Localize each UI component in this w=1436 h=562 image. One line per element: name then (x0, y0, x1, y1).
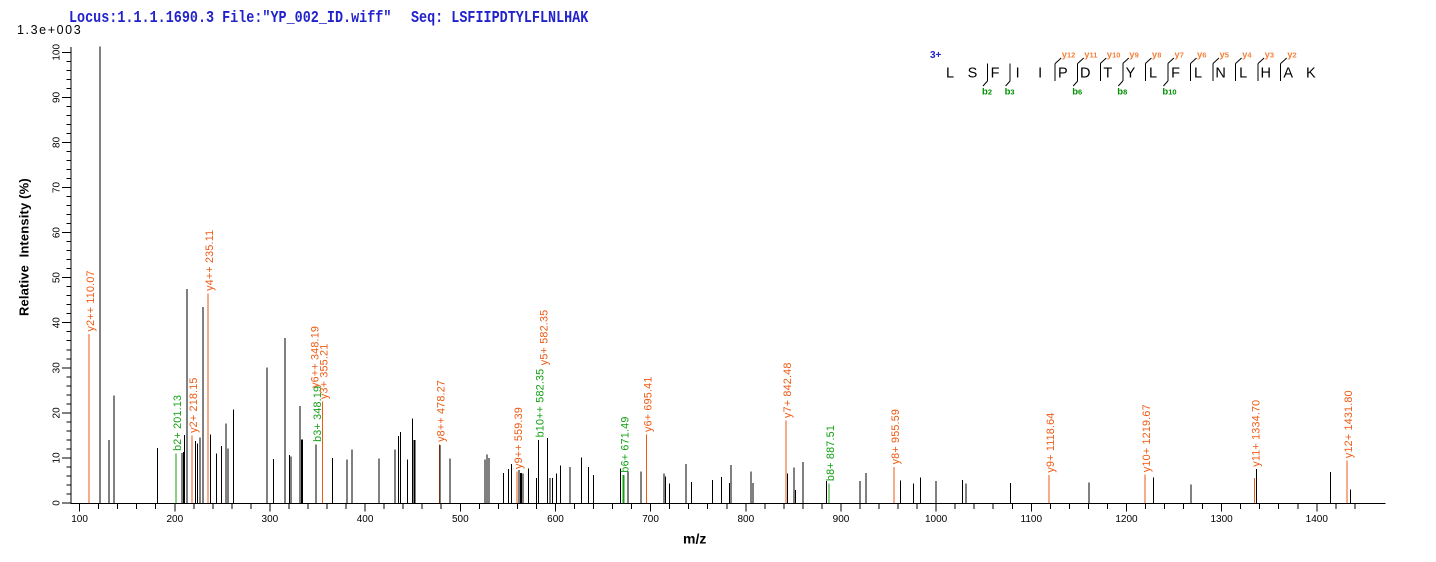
svg-text:b8+ 887.51: b8+ 887.51 (825, 425, 837, 481)
svg-text:600: 600 (547, 514, 564, 525)
svg-text:y4: y4 (1242, 50, 1252, 61)
svg-text:1000: 1000 (925, 514, 948, 525)
svg-text:y10+ 1219.67: y10+ 1219.67 (1141, 404, 1153, 472)
svg-text:b2: b2 (982, 87, 992, 98)
svg-text:N: N (1215, 66, 1225, 82)
svg-text:y6++ 348.19: y6++ 348.19 (309, 326, 321, 388)
svg-text:400: 400 (357, 514, 374, 525)
svg-text:y3: y3 (1265, 50, 1274, 61)
svg-text:y6: y6 (1197, 50, 1206, 61)
svg-text:y10: y10 (1107, 50, 1121, 61)
svg-text:y9+ 1118.64: y9+ 1118.64 (1045, 413, 1057, 473)
svg-text:b6: b6 (1072, 87, 1082, 98)
svg-text:20: 20 (52, 407, 63, 419)
svg-text:100: 100 (52, 44, 63, 61)
svg-text:b2+ 201.13: b2+ 201.13 (172, 395, 184, 451)
svg-text:b6+ 671.49: b6+ 671.49 (620, 416, 632, 472)
svg-text:b8: b8 (1117, 87, 1127, 98)
svg-text:y6+ 695.41: y6+ 695.41 (642, 377, 654, 433)
svg-text:L: L (946, 66, 954, 82)
svg-text:L: L (1239, 66, 1247, 82)
svg-text:500: 500 (452, 514, 469, 525)
svg-text:70: 70 (52, 182, 63, 194)
svg-text:900: 900 (833, 514, 850, 525)
svg-text:y2++ 110.07: y2++ 110.07 (85, 270, 97, 331)
svg-text:1100: 1100 (1021, 514, 1043, 525)
svg-text:3+: 3+ (930, 50, 942, 61)
svg-text:y12+ 1431.80: y12+ 1431.80 (1343, 390, 1355, 458)
svg-text:200: 200 (166, 514, 183, 525)
svg-text:P: P (1058, 66, 1068, 82)
svg-text:40: 40 (52, 317, 63, 329)
svg-text:b10: b10 (1162, 87, 1176, 98)
svg-text:800: 800 (737, 514, 754, 525)
svg-text:300: 300 (262, 514, 279, 525)
svg-text:y4++ 235.11: y4++ 235.11 (204, 230, 216, 291)
svg-text:D: D (1080, 66, 1090, 82)
svg-text:y5+ 582.35: y5+ 582.35 (539, 310, 551, 366)
svg-text:1200: 1200 (1115, 514, 1138, 525)
svg-text:F: F (991, 66, 1000, 82)
svg-text:y5: y5 (1220, 50, 1229, 61)
svg-text:100: 100 (71, 514, 88, 525)
svg-text:m/z: m/z (683, 531, 706, 547)
svg-text:y9: y9 (1129, 50, 1138, 61)
svg-text:90: 90 (52, 91, 63, 103)
svg-text:I: I (1016, 66, 1020, 82)
svg-text:30: 30 (52, 362, 63, 374)
svg-text:50: 50 (52, 272, 63, 284)
svg-text:S: S (968, 66, 978, 82)
svg-text:b3: b3 (1005, 87, 1015, 98)
svg-text:y9++ 559.39: y9++ 559.39 (513, 407, 525, 469)
svg-text:L: L (1149, 66, 1157, 82)
svg-text:y7: y7 (1174, 50, 1183, 61)
svg-text:10: 10 (52, 452, 63, 464)
svg-text:y8: y8 (1152, 50, 1161, 61)
svg-text:y2: y2 (1287, 50, 1296, 61)
svg-text:y8++ 478.27: y8++ 478.27 (436, 380, 448, 442)
svg-text:y7+ 842.48: y7+ 842.48 (782, 363, 794, 419)
svg-text:700: 700 (642, 514, 659, 525)
svg-text:y11: y11 (1084, 50, 1097, 61)
svg-text:K: K (1306, 66, 1316, 82)
svg-text:b10++ 582.35: b10++ 582.35 (535, 369, 547, 438)
svg-text:y11+ 1334.70: y11+ 1334.70 (1251, 400, 1263, 467)
svg-text:y12: y12 (1062, 50, 1076, 61)
svg-text:H: H (1260, 66, 1270, 82)
svg-text:y3+ 355.21: y3+ 355.21 (319, 344, 331, 400)
svg-text:0: 0 (52, 500, 63, 506)
svg-text:Relative Intensity (%): Relative Intensity (%) (17, 178, 32, 316)
svg-text:b3+ 348.19: b3+ 348.19 (312, 386, 324, 442)
svg-text:I: I (1038, 66, 1042, 82)
svg-text:60: 60 (52, 227, 63, 239)
svg-text:80: 80 (52, 136, 63, 148)
svg-text:1400: 1400 (1306, 514, 1329, 525)
svg-text:y2+ 218.15: y2+ 218.15 (188, 377, 200, 433)
svg-text:F: F (1171, 66, 1180, 82)
svg-text:L: L (1194, 66, 1202, 82)
svg-text:T: T (1103, 66, 1112, 82)
svg-text:A: A (1283, 66, 1293, 82)
svg-text:Y: Y (1126, 66, 1136, 82)
svg-text:y8+ 955.59: y8+ 955.59 (890, 409, 902, 465)
svg-text:1300: 1300 (1210, 514, 1233, 525)
